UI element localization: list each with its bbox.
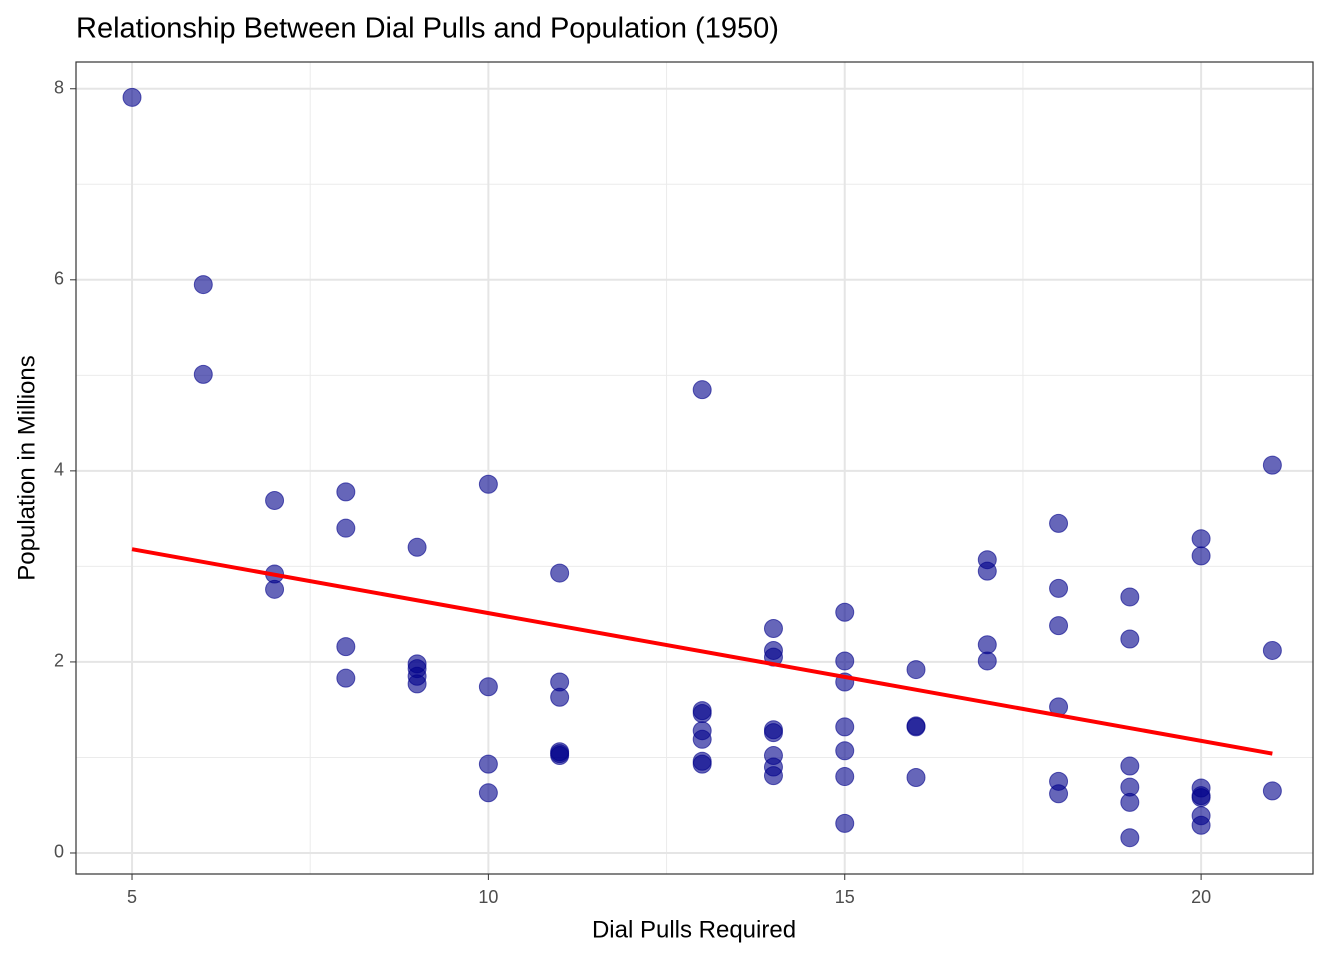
point xyxy=(1049,513,1069,533)
y-tick-label: 0 xyxy=(54,842,64,862)
point xyxy=(692,754,712,774)
point xyxy=(336,518,356,538)
point xyxy=(550,746,570,766)
point xyxy=(835,741,855,761)
x-tick-label: 20 xyxy=(1191,887,1211,907)
point xyxy=(336,482,356,502)
point xyxy=(906,660,926,680)
point xyxy=(906,717,926,737)
point xyxy=(478,783,498,803)
point xyxy=(407,537,427,557)
point xyxy=(692,704,712,724)
point xyxy=(1191,815,1211,835)
point xyxy=(1120,587,1140,607)
y-tick-label: 4 xyxy=(54,460,64,480)
chart-title: Relationship Between Dial Pulls and Popu… xyxy=(76,13,779,45)
point xyxy=(977,635,997,655)
x-tick-label: 5 xyxy=(127,887,137,907)
point xyxy=(1120,792,1140,812)
point xyxy=(478,474,498,494)
point xyxy=(835,767,855,787)
point xyxy=(265,490,285,510)
point xyxy=(550,687,570,707)
point xyxy=(1049,616,1069,636)
point xyxy=(1049,578,1069,598)
point xyxy=(1262,455,1282,475)
point xyxy=(1191,529,1211,549)
point xyxy=(763,618,783,638)
plot-border xyxy=(75,61,1314,875)
y-tick-label: 2 xyxy=(54,651,64,671)
point xyxy=(977,561,997,581)
point xyxy=(336,668,356,688)
point xyxy=(1262,781,1282,801)
y-tick-label: 8 xyxy=(54,77,64,97)
point xyxy=(1120,756,1140,776)
point xyxy=(478,754,498,774)
point xyxy=(835,717,855,737)
x-axis-label: Dial Pulls Required xyxy=(592,916,796,943)
point xyxy=(692,729,712,749)
x-tick-label: 15 xyxy=(835,887,855,907)
y-tick-label: 6 xyxy=(54,269,64,289)
point xyxy=(835,651,855,671)
point xyxy=(336,637,356,657)
point xyxy=(550,563,570,583)
point xyxy=(1262,640,1282,660)
point xyxy=(193,275,213,295)
point xyxy=(1120,629,1140,649)
point xyxy=(1191,788,1211,808)
point xyxy=(835,602,855,622)
point xyxy=(193,364,213,384)
point xyxy=(1120,828,1140,848)
point xyxy=(763,723,783,743)
point xyxy=(407,674,427,694)
point xyxy=(1191,546,1211,566)
point xyxy=(122,87,142,107)
point xyxy=(835,813,855,833)
y-axis-label: Population in Millions xyxy=(13,355,40,580)
trend-line xyxy=(131,547,1273,756)
point xyxy=(977,651,997,671)
x-tick-label: 10 xyxy=(478,887,498,907)
point xyxy=(265,579,285,599)
point xyxy=(763,766,783,786)
point xyxy=(1049,784,1069,804)
point xyxy=(478,677,498,697)
point xyxy=(906,768,926,788)
point xyxy=(692,380,712,400)
